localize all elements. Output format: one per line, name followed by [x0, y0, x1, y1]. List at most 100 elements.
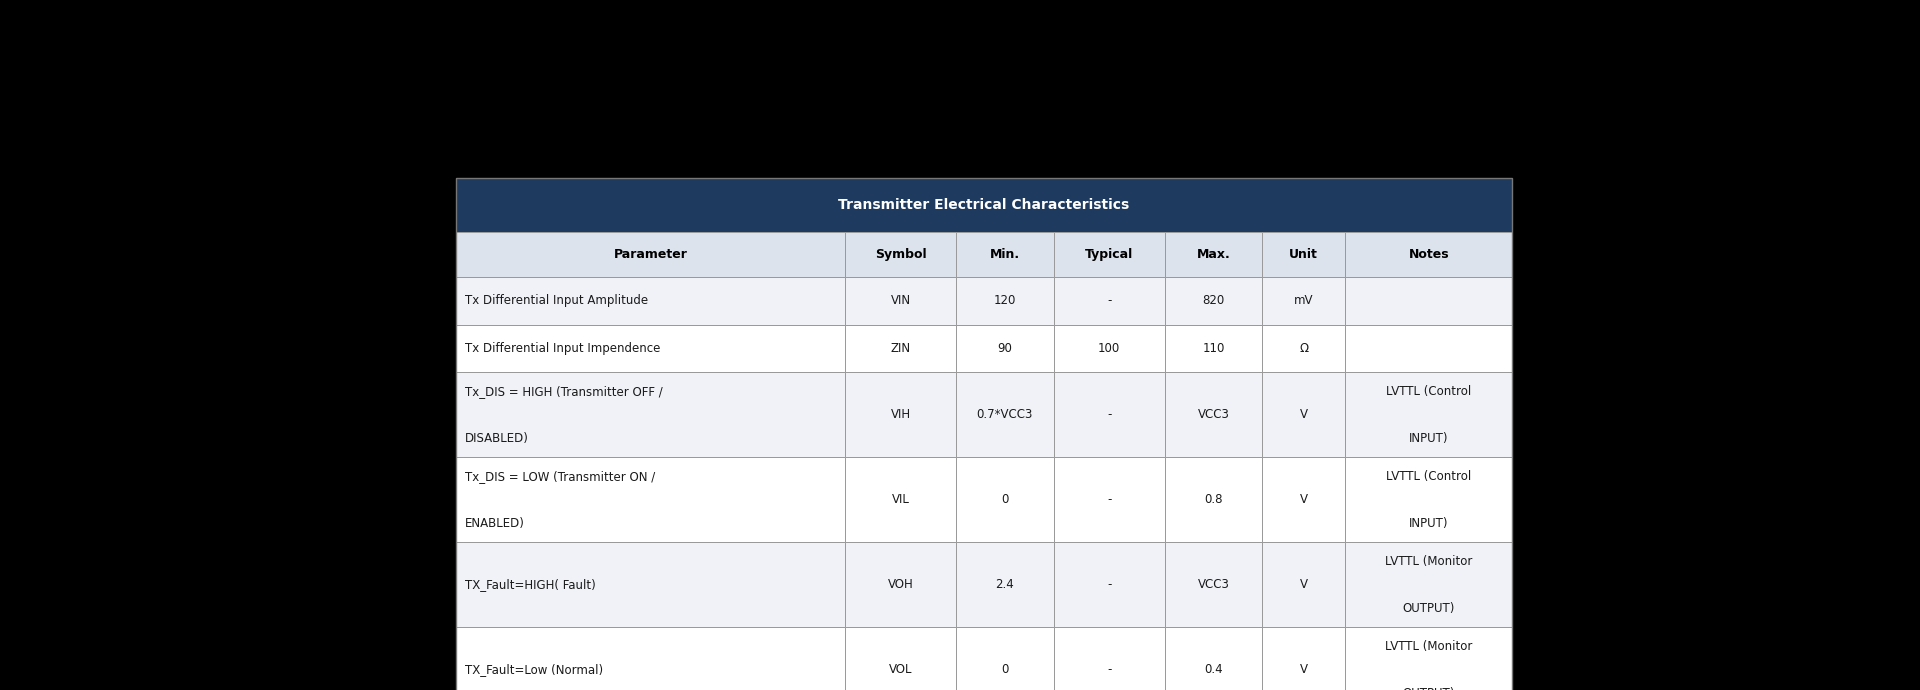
Text: VOH: VOH: [887, 578, 914, 591]
Text: Symbol: Symbol: [876, 248, 927, 261]
Bar: [1165, 627, 1261, 690]
Text: INPUT): INPUT): [1409, 518, 1448, 530]
Bar: [845, 277, 956, 324]
Text: 2.4: 2.4: [995, 578, 1014, 591]
Text: OUTPUT): OUTPUT): [1404, 602, 1455, 615]
Bar: [956, 542, 1054, 627]
Bar: [455, 457, 845, 542]
Bar: [455, 232, 845, 277]
Text: 90: 90: [996, 342, 1012, 355]
Text: TX_Fault=Low (Normal): TX_Fault=Low (Normal): [465, 663, 603, 676]
Text: Tx_DIS = HIGH (Transmitter OFF /: Tx_DIS = HIGH (Transmitter OFF /: [465, 384, 662, 397]
Bar: [455, 179, 1513, 690]
Bar: [1261, 627, 1346, 690]
Text: 0: 0: [1000, 663, 1008, 676]
Bar: [956, 277, 1054, 324]
Bar: [1346, 542, 1513, 627]
Text: VIN: VIN: [891, 294, 910, 307]
Bar: [1346, 232, 1513, 277]
Bar: [1261, 373, 1346, 457]
Bar: [1346, 373, 1513, 457]
Text: OUTPUT): OUTPUT): [1404, 687, 1455, 690]
Bar: [845, 542, 956, 627]
Bar: [1165, 457, 1261, 542]
Text: 110: 110: [1202, 342, 1225, 355]
Bar: [1346, 324, 1513, 373]
Text: Tx Differential Input Amplitude: Tx Differential Input Amplitude: [465, 294, 647, 307]
Text: LVTTL (Control: LVTTL (Control: [1386, 470, 1471, 482]
Bar: [1054, 627, 1165, 690]
Text: VIH: VIH: [891, 408, 910, 422]
Bar: [455, 179, 1513, 232]
Text: -: -: [1108, 493, 1112, 506]
Text: LVTTL (Control: LVTTL (Control: [1386, 384, 1471, 397]
Text: 0.8: 0.8: [1204, 493, 1223, 506]
Text: V: V: [1300, 408, 1308, 422]
Text: Parameter: Parameter: [612, 248, 687, 261]
Text: V: V: [1300, 493, 1308, 506]
Bar: [1346, 627, 1513, 690]
Bar: [845, 324, 956, 373]
Bar: [1165, 324, 1261, 373]
Bar: [1261, 324, 1346, 373]
Text: VCC3: VCC3: [1198, 408, 1229, 422]
Bar: [1261, 457, 1346, 542]
Bar: [455, 373, 845, 457]
Bar: [455, 324, 845, 373]
Bar: [1054, 542, 1165, 627]
Text: 820: 820: [1202, 294, 1225, 307]
Text: Ω: Ω: [1300, 342, 1308, 355]
Bar: [1054, 457, 1165, 542]
Text: INPUT): INPUT): [1409, 432, 1448, 445]
Bar: [1054, 277, 1165, 324]
Text: TX_Fault=HIGH( Fault): TX_Fault=HIGH( Fault): [465, 578, 595, 591]
Text: 120: 120: [995, 294, 1016, 307]
Bar: [845, 373, 956, 457]
Bar: [1054, 373, 1165, 457]
Text: Notes: Notes: [1409, 248, 1450, 261]
Text: DISABLED): DISABLED): [465, 432, 528, 445]
Bar: [455, 277, 845, 324]
Bar: [956, 324, 1054, 373]
Text: -: -: [1108, 408, 1112, 422]
Text: V: V: [1300, 663, 1308, 676]
Text: -: -: [1108, 578, 1112, 591]
Text: 0.7*VCC3: 0.7*VCC3: [977, 408, 1033, 422]
Bar: [1165, 277, 1261, 324]
Bar: [1261, 277, 1346, 324]
Bar: [1165, 373, 1261, 457]
Text: Min.: Min.: [991, 248, 1020, 261]
Bar: [956, 457, 1054, 542]
Text: -: -: [1108, 294, 1112, 307]
Text: Typical: Typical: [1085, 248, 1133, 261]
Bar: [845, 457, 956, 542]
Bar: [455, 542, 845, 627]
Text: mV: mV: [1294, 294, 1313, 307]
Bar: [1261, 232, 1346, 277]
Bar: [1346, 457, 1513, 542]
Text: 0: 0: [1000, 493, 1008, 506]
Text: V: V: [1300, 578, 1308, 591]
Text: Transmitter Electrical Characteristics: Transmitter Electrical Characteristics: [839, 198, 1129, 212]
Bar: [845, 232, 956, 277]
Text: LVTTL (Monitor: LVTTL (Monitor: [1384, 640, 1473, 653]
Text: 0.4: 0.4: [1204, 663, 1223, 676]
Text: ZIN: ZIN: [891, 342, 910, 355]
Bar: [956, 232, 1054, 277]
Bar: [1054, 324, 1165, 373]
Text: VOL: VOL: [889, 663, 912, 676]
Bar: [1346, 277, 1513, 324]
Bar: [956, 627, 1054, 690]
Bar: [956, 373, 1054, 457]
Bar: [1165, 542, 1261, 627]
Bar: [1165, 232, 1261, 277]
Text: Unit: Unit: [1290, 248, 1319, 261]
Text: ENABLED): ENABLED): [465, 518, 524, 530]
Text: 100: 100: [1098, 342, 1119, 355]
Bar: [845, 627, 956, 690]
Bar: [1261, 542, 1346, 627]
Text: VIL: VIL: [891, 493, 910, 506]
Text: VCC3: VCC3: [1198, 578, 1229, 591]
Text: LVTTL (Monitor: LVTTL (Monitor: [1384, 555, 1473, 568]
Text: -: -: [1108, 663, 1112, 676]
